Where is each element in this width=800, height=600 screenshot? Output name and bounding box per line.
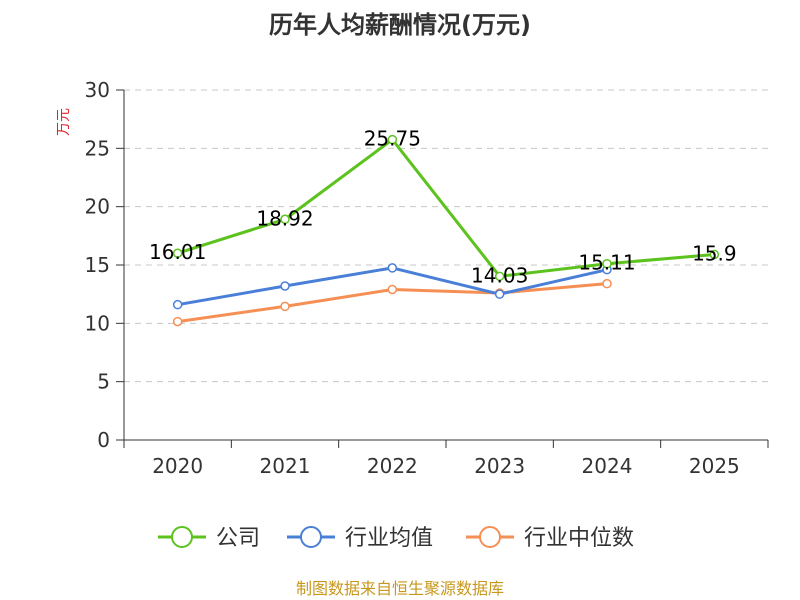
data-label: 14.03 xyxy=(471,263,528,287)
series-lines xyxy=(172,134,720,327)
data-point[interactable] xyxy=(387,284,398,295)
data-point[interactable] xyxy=(387,134,398,145)
grid-lines xyxy=(124,89,768,383)
data-point[interactable] xyxy=(602,258,612,269)
series-1 xyxy=(172,263,612,310)
legend[interactable]: 公司 行业均值 行业中位数 xyxy=(158,526,634,551)
y-tick-label: 10 xyxy=(85,311,110,335)
data-point[interactable] xyxy=(494,271,505,282)
data-labels: 16.01 18.92 25.75 14.03 15.11 15.9 xyxy=(149,127,737,288)
data-point[interactable] xyxy=(709,249,720,260)
y-tick-label: 0 xyxy=(97,428,110,452)
x-tick-label: 2025 xyxy=(689,454,740,478)
data-point[interactable] xyxy=(280,214,290,225)
legend-item-0[interactable]: 公司 xyxy=(158,526,260,551)
x-tick-label: 2022 xyxy=(367,454,418,478)
y-tick-label: 15 xyxy=(85,253,110,277)
legend-swatch-marker xyxy=(171,526,193,548)
y-tick-label: 5 xyxy=(97,370,110,394)
data-label: 25.75 xyxy=(364,127,421,151)
series-0 xyxy=(172,134,720,282)
series-line xyxy=(177,138,715,278)
legend-item-2[interactable]: 行业中位数 xyxy=(466,526,634,551)
legend-item-1[interactable]: 行业均值 xyxy=(287,526,433,551)
data-label: 15.11 xyxy=(578,251,635,275)
y-tick-label: 20 xyxy=(85,195,110,219)
data-label: 18.92 xyxy=(256,206,313,230)
data-point[interactable] xyxy=(494,289,505,299)
data-point[interactable] xyxy=(280,301,290,312)
data-point[interactable] xyxy=(387,263,398,273)
data-label: 16.01 xyxy=(149,240,206,264)
chart-title: 历年人均薪酬情况(万元) xyxy=(269,11,531,39)
data-point[interactable] xyxy=(172,299,183,310)
x-tick-label: 2021 xyxy=(260,454,311,478)
x-tick-label: 2020 xyxy=(152,454,203,478)
y-tick-label: 25 xyxy=(85,136,110,160)
source-note: 制图数据来自恒生聚源数据库 xyxy=(296,579,504,598)
legend-label: 行业均值 xyxy=(345,526,433,551)
legend-swatch-marker xyxy=(300,526,322,548)
data-label: 15.9 xyxy=(692,242,737,266)
data-point[interactable] xyxy=(172,248,183,258)
y-tick-label: 30 xyxy=(85,78,110,102)
legend-label: 行业中位数 xyxy=(524,526,634,551)
legend-label: 公司 xyxy=(216,526,260,551)
y-axis-label: 万元 xyxy=(56,108,72,136)
data-point[interactable] xyxy=(280,281,290,291)
data-point[interactable] xyxy=(602,278,612,289)
legend-swatch-marker xyxy=(479,526,501,548)
series-2 xyxy=(172,278,612,327)
x-tick-label: 2023 xyxy=(474,454,525,478)
data-point[interactable] xyxy=(172,316,183,327)
x-tick-label: 2024 xyxy=(582,454,633,478)
